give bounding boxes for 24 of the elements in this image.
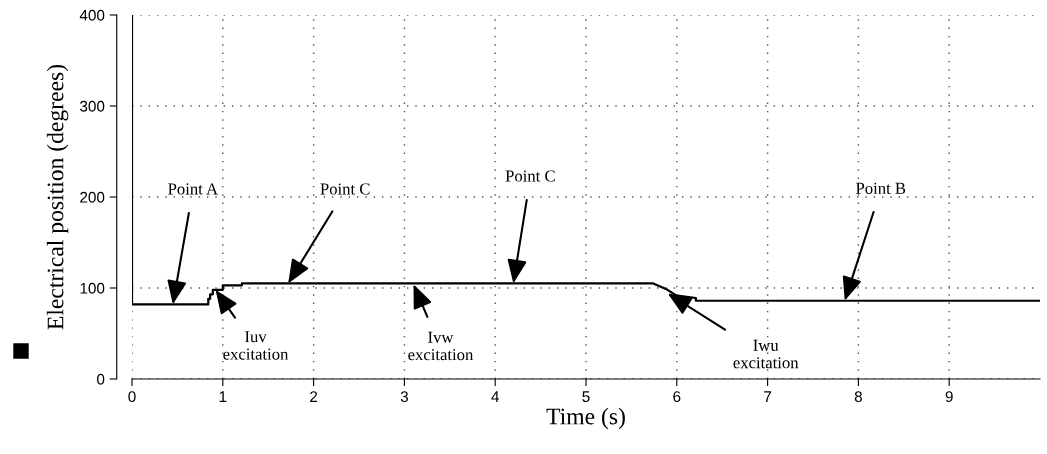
y-tick-label: 0	[97, 373, 105, 385]
annotation: Point B	[856, 182, 906, 194]
x-tick-label: 8	[854, 391, 862, 403]
annotation: Point A	[168, 183, 218, 195]
x-tick-label: 3	[400, 391, 408, 403]
x-tick-label: 5	[582, 391, 590, 403]
x-tick-label: 6	[673, 391, 681, 403]
x-tick-label: 2	[310, 391, 318, 402]
y-tick-label: 400	[79, 9, 105, 21]
x-tick-label: 1	[219, 391, 227, 402]
y-tick-label: 200	[80, 191, 105, 203]
x-tick-label: 9	[945, 391, 953, 403]
annotation: Point C	[320, 183, 370, 195]
y-tick-label: 300	[80, 100, 105, 112]
x-axis-title: Time (s)	[546, 407, 625, 430]
annotation: Point C	[505, 170, 555, 182]
annotation: Iwu excitation	[733, 339, 799, 369]
x-tick-label: 0	[128, 391, 136, 403]
annotation: Iuv excitation	[223, 331, 289, 360]
y-axis-title: Electrical position (degrees)	[46, 64, 69, 330]
y-tick-label: 100	[80, 282, 105, 294]
x-tick-label: 4	[491, 391, 499, 402]
x-tick-label: 7	[764, 391, 772, 402]
annotation: Ivw excitation	[408, 331, 474, 361]
